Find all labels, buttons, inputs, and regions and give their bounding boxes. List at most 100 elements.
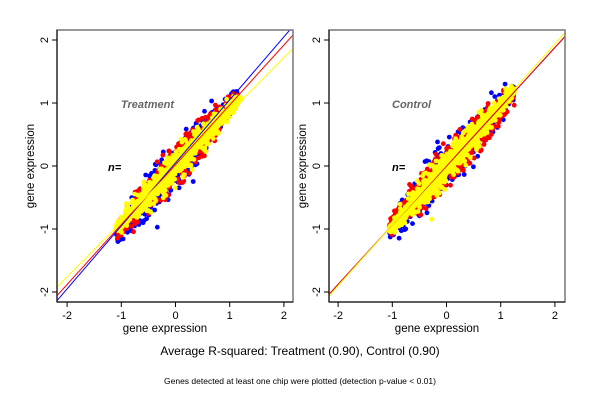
data-point (453, 136, 458, 142)
data-point (496, 117, 502, 123)
y-tick-label: -2 (39, 287, 51, 297)
data-point (160, 152, 166, 158)
data-point (457, 126, 463, 132)
data-point (203, 114, 209, 120)
data-point (131, 229, 136, 235)
x-axis-title: gene expression (123, 323, 207, 335)
data-point (426, 194, 431, 200)
y-tick-label: 2 (39, 37, 51, 43)
x-tick-label: -1 (116, 310, 126, 322)
data-point (187, 151, 194, 157)
data-point (460, 130, 466, 136)
data-point (446, 134, 452, 140)
data-point (118, 229, 124, 234)
data-point (192, 132, 197, 138)
data-point (216, 130, 221, 136)
data-point (124, 201, 129, 207)
data-point (176, 180, 182, 185)
plot-area (329, 31, 565, 297)
data-point (176, 159, 182, 166)
x-tick-label: 2 (281, 310, 287, 322)
data-point (422, 159, 428, 165)
data-point (195, 118, 201, 123)
data-point (406, 191, 411, 197)
data-point (141, 200, 147, 206)
data-point (471, 164, 476, 170)
data-point (146, 208, 152, 214)
data-point (203, 135, 209, 141)
y-axis-title: gene expression (25, 124, 37, 208)
data-point (496, 123, 501, 129)
data-point (119, 217, 125, 223)
data-point (474, 114, 480, 120)
data-point (135, 199, 141, 205)
data-point (213, 102, 218, 108)
data-point (478, 108, 484, 113)
data-point (475, 153, 481, 159)
data-point (489, 90, 494, 96)
data-point (152, 207, 158, 213)
data-point (455, 168, 461, 174)
data-point (421, 171, 426, 177)
plot-area (57, 30, 293, 302)
data-point (157, 166, 163, 172)
data-point (424, 210, 430, 216)
data-point (115, 235, 120, 241)
data-point (162, 188, 168, 193)
data-point (422, 200, 428, 205)
x-tick-label: 0 (172, 310, 178, 322)
data-point (392, 229, 398, 235)
n-annotation: n= (108, 162, 122, 174)
data-point (398, 228, 404, 234)
data-point (414, 186, 420, 192)
data-point (124, 205, 130, 211)
data-point (410, 221, 415, 227)
data-point (437, 190, 442, 196)
data-point (475, 142, 481, 148)
data-point (201, 121, 206, 127)
data-point (163, 193, 169, 198)
data-point (226, 107, 232, 113)
data-point (166, 148, 172, 154)
data-point (143, 172, 149, 178)
data-point (172, 176, 178, 182)
data-point (439, 184, 445, 190)
data-point (429, 216, 435, 222)
data-point (192, 146, 198, 152)
data-point (436, 145, 442, 151)
data-point (437, 159, 443, 164)
data-point (176, 164, 182, 170)
data-point (469, 116, 475, 122)
data-point (213, 107, 219, 113)
data-point (163, 161, 169, 167)
data-point (154, 159, 160, 165)
data-point (134, 215, 140, 220)
data-point (502, 81, 508, 87)
fit-line (57, 47, 293, 288)
data-point (183, 131, 189, 137)
y-tick-label: 1 (39, 100, 51, 106)
data-point (154, 224, 160, 230)
data-point (463, 162, 469, 168)
data-point (394, 209, 399, 214)
data-point (181, 172, 187, 178)
data-point (190, 179, 196, 184)
data-point (445, 145, 451, 150)
data-point (186, 162, 192, 168)
data-point (165, 155, 171, 161)
data-point (152, 195, 158, 201)
data-point (469, 121, 475, 127)
y-tick-label: 0 (39, 163, 51, 169)
data-point (435, 139, 440, 145)
data-point (183, 137, 188, 143)
data-point (148, 201, 154, 207)
data-point (416, 181, 422, 187)
data-point (423, 206, 429, 211)
data-point (484, 130, 490, 135)
data-point (178, 136, 184, 142)
data-point (204, 141, 210, 147)
data-point (448, 182, 453, 188)
data-point (173, 149, 179, 155)
